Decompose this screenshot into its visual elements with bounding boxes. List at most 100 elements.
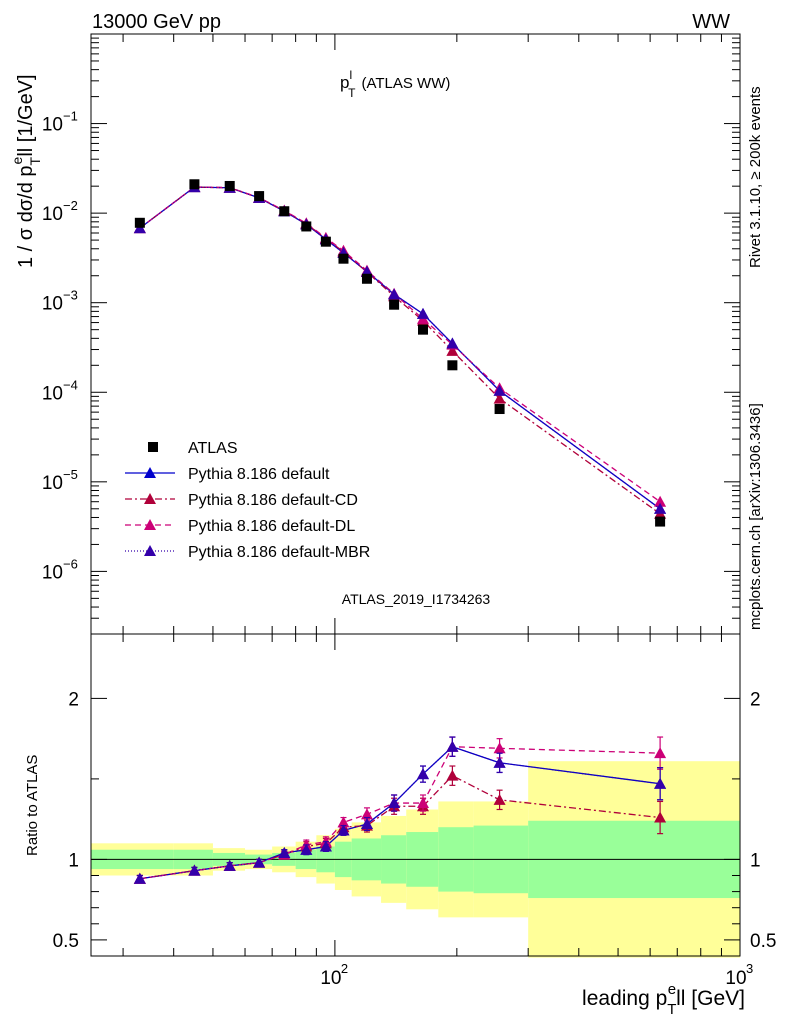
data-point — [338, 253, 349, 264]
axes: 10−110−210−310−410−510 −60.5 0.51 12 210 2 10 3 — [42, 33, 776, 989]
series-point-ratio — [493, 742, 506, 754]
data-point — [655, 516, 666, 527]
data-point — [279, 206, 290, 217]
y-tick-exponent-main: −2 — [63, 198, 78, 213]
data-point — [447, 360, 458, 371]
x-axis-label-text: leading p — [582, 987, 667, 1010]
y-tick-label-ratio-right: 1 — [750, 850, 761, 871]
y-tick-label-main: 10 — [42, 204, 63, 225]
plot-title-sub: T — [348, 86, 356, 100]
series-point-main — [493, 384, 506, 396]
series-point-ratio — [300, 843, 313, 855]
series-point-main — [654, 502, 667, 514]
side-text-top: Rivet 3.1.10, ≥ 200k events — [747, 86, 764, 268]
y-tick-exponent-main: −6 — [63, 556, 78, 571]
series-line-main-2 — [139, 186, 661, 503]
series-point-ratio — [493, 756, 506, 768]
x-axis-label-sup: e — [668, 981, 676, 998]
plot-title-main: p — [340, 73, 349, 92]
series-point-ratio — [654, 777, 667, 789]
y-axis-label-main-text: 1 / σ dσ/d p — [15, 165, 37, 268]
series-point-ratio — [417, 768, 430, 780]
series-point-ratio — [188, 864, 201, 876]
y-axis-label-main-sup: e — [9, 156, 25, 164]
y-tick-label-main: 10 — [42, 473, 63, 494]
header-left: 13000 GeV pp — [92, 11, 221, 33]
x-tick-label: 10 — [320, 968, 341, 989]
data-point — [134, 217, 145, 228]
legend-marker — [144, 545, 156, 556]
series-point-ratio — [388, 797, 401, 809]
y-axis-label-ratio: Ratio to ATLAS — [24, 755, 41, 856]
series-ratio-panel — [133, 736, 667, 884]
series-point-main — [446, 337, 459, 349]
y-axis-label-main-end: ll [1/GeV] — [15, 74, 37, 156]
x-tick-exponent: 2 — [341, 961, 348, 976]
series-point-ratio — [446, 769, 459, 781]
series-point-ratio — [337, 824, 350, 836]
series-point-ratio — [337, 816, 350, 828]
series-point-ratio — [223, 859, 236, 871]
y-tick-label-main: 10 — [42, 294, 63, 315]
series-line-ratio-3 — [139, 745, 661, 880]
series-point-ratio — [319, 840, 332, 852]
x-axis-label-sub: T — [667, 1001, 676, 1018]
plot-title-sup: l — [349, 68, 352, 82]
data-point — [224, 180, 235, 191]
series-point-ratio — [133, 872, 146, 884]
data-point — [418, 324, 429, 335]
data-point — [320, 236, 331, 247]
x-axis-label-end: ll [GeV] — [676, 987, 745, 1010]
series-point-ratio — [360, 817, 373, 829]
y-tick-label-ratio-left: 2 — [68, 689, 79, 710]
series-point-main — [446, 344, 459, 356]
y-tick-label-ratio-right: 2 — [750, 689, 761, 710]
x-tick-label: 10 — [725, 968, 746, 989]
data-markers — [134, 179, 666, 527]
y-tick-exponent-main: −4 — [63, 377, 78, 392]
y-tick-label-main: 10 — [42, 562, 63, 583]
legend-label: Pythia 8.186 default-CD — [188, 492, 358, 509]
y-tick-exponent-main: −1 — [63, 109, 78, 124]
y-tick-label-main: 10 — [42, 115, 63, 136]
legend-marker — [144, 519, 156, 530]
series-line-ratio-2 — [139, 746, 661, 880]
x-axis-label: leading pTell [GeV] — [582, 981, 745, 1018]
data-point — [361, 273, 372, 284]
plot-title-suffix: (ATLAS WW) — [361, 75, 450, 92]
data-point — [301, 221, 312, 232]
series-line-main-1 — [139, 186, 661, 515]
series-point-ratio — [417, 797, 430, 809]
header-right: WW — [692, 11, 730, 33]
legend-label: Pythia 8.186 default-MBR — [188, 544, 370, 561]
series-point-ratio — [654, 811, 667, 823]
series-point-ratio — [360, 808, 373, 820]
legend-label: Pythia 8.186 default — [188, 466, 330, 483]
series-point-main — [493, 392, 506, 404]
data-point — [494, 404, 505, 415]
legend-label-data: ATLAS — [188, 440, 238, 457]
legend: ATLAS Pythia 8.186 default Pythia 8.186 de… — [125, 440, 370, 561]
series-point-ratio — [446, 740, 459, 752]
series-point-main — [388, 288, 401, 300]
series-point-ratio — [278, 846, 291, 858]
data-point — [389, 299, 400, 310]
data-point — [254, 191, 265, 202]
data-point — [189, 179, 200, 190]
legend-marker — [144, 467, 156, 478]
series-point-ratio — [493, 793, 506, 805]
legend-marker — [144, 493, 156, 504]
analysis-label: ATLAS_2019_I1734263 — [342, 591, 491, 607]
ratio-frame — [90, 633, 741, 957]
x-tick-exponent: 3 — [746, 961, 753, 976]
legend-marker-data — [148, 442, 158, 452]
series-line-main-0 — [139, 186, 661, 510]
y-tick-exponent-main: −5 — [63, 467, 78, 482]
y-tick-label-main: 10 — [42, 383, 63, 404]
series-line-main-3 — [139, 186, 661, 510]
plot-title: pl T (ATLAS WW) — [340, 68, 450, 100]
y-tick-label-ratio-right: 0.5 — [750, 931, 776, 952]
y-axis-label-main-sub: T — [27, 156, 43, 165]
legend-label: Pythia 8.186 default-DL — [188, 518, 355, 535]
